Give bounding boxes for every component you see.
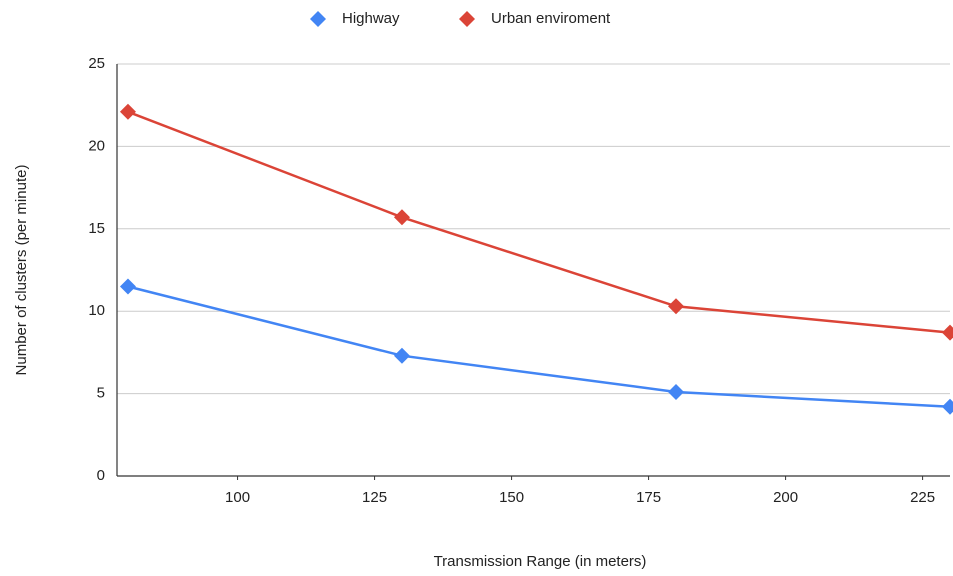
y-tick-label: 25	[88, 55, 105, 72]
x-tick-label: 200	[773, 489, 798, 506]
data-point	[667, 298, 684, 315]
legend-marker	[310, 11, 326, 27]
x-tick-label: 225	[910, 489, 935, 506]
data-point	[942, 398, 953, 415]
y-axis-title: Number of clusters (per minute)	[13, 165, 30, 376]
data-point	[667, 383, 684, 400]
legend-marker	[459, 11, 475, 27]
x-tick-label: 100	[225, 489, 250, 506]
x-tick-label: 125	[362, 489, 387, 506]
y-tick-label: 5	[97, 385, 105, 402]
y-tick-label: 0	[97, 467, 105, 484]
data-point	[119, 278, 136, 295]
legend-label: Highway	[342, 10, 400, 27]
x-axis-title: Transmission Range (in meters)	[434, 553, 647, 570]
series-line	[127, 285, 951, 409]
y-tick-label: 10	[88, 302, 105, 319]
y-tick-label: 20	[88, 137, 105, 154]
data-point	[942, 324, 953, 341]
legend-label: Urban enviroment	[491, 10, 611, 27]
series-line	[127, 110, 951, 334]
data-point	[119, 103, 136, 120]
x-tick-label: 150	[499, 489, 524, 506]
x-tick-label: 175	[636, 489, 661, 506]
data-point	[393, 209, 410, 226]
data-point	[393, 347, 410, 364]
y-tick-label: 15	[88, 220, 105, 237]
